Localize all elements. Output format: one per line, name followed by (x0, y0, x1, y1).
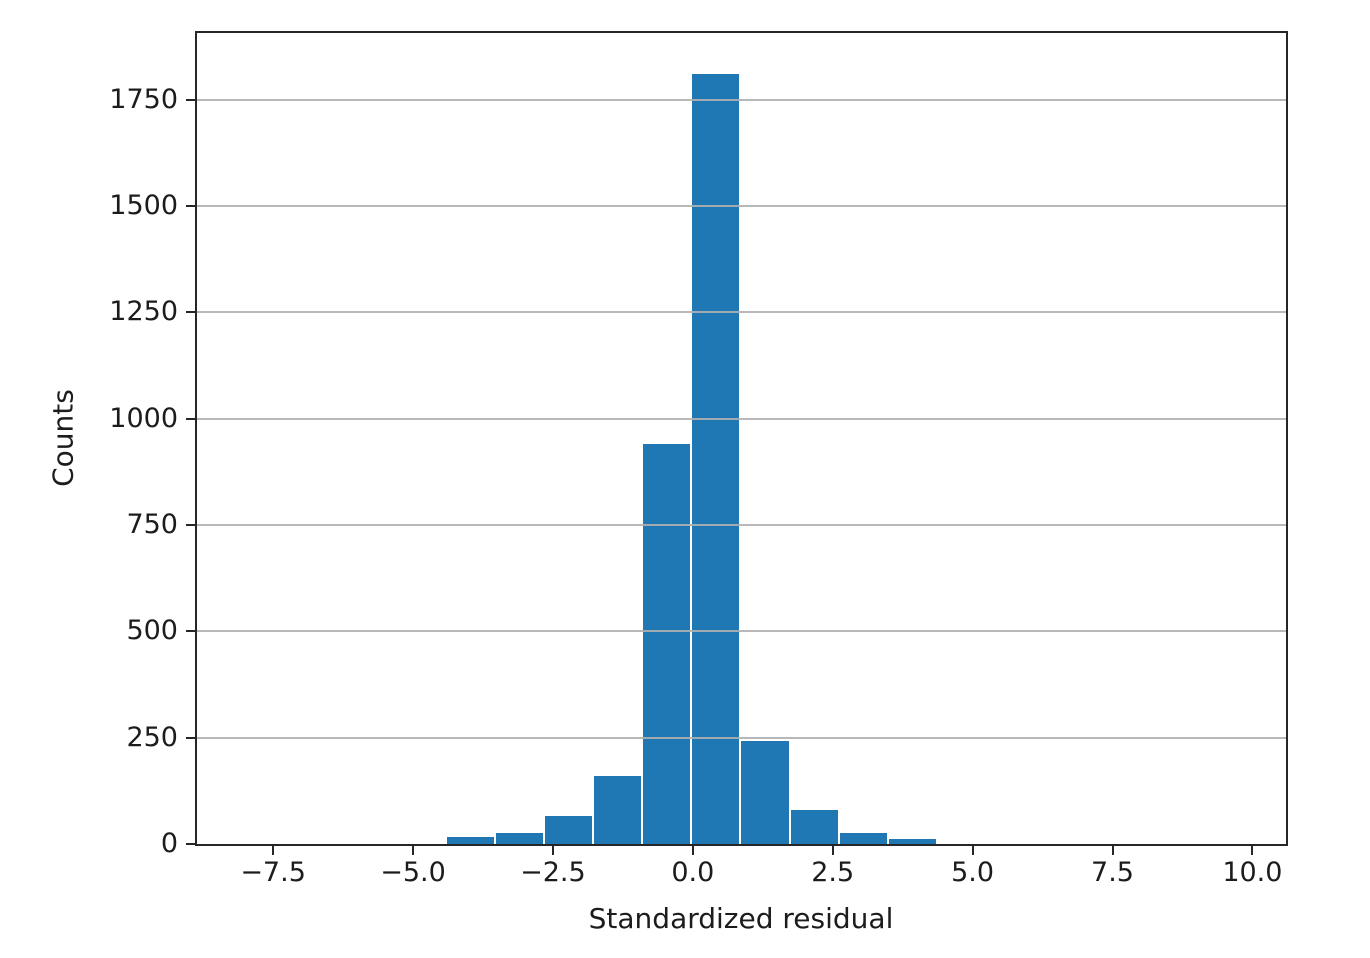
x-tick-−2.5 (551, 846, 554, 855)
gridline-y-1750 (197, 98, 1286, 101)
gridline-y-750 (197, 524, 1286, 526)
x-tick-7.5 (1111, 846, 1114, 855)
histogram-bar-4 (642, 444, 692, 844)
y-tick-1750 (186, 98, 195, 101)
y-tick-label-500: 500 (126, 615, 178, 647)
y-tick-750 (186, 524, 195, 526)
gridline-y-1000 (197, 417, 1286, 420)
y-axis-label: Counts (46, 389, 80, 487)
histogram-bar-6 (740, 741, 790, 844)
y-tick-1250 (186, 311, 195, 314)
x-tick-−5.0 (412, 846, 414, 855)
y-tick-500 (186, 630, 195, 633)
x-tick-label-5.0: 5.0 (951, 857, 995, 888)
y-tick-label-1000: 1000 (109, 402, 178, 434)
x-tick-label-−7.5: −7.5 (240, 857, 306, 888)
gridline-y-500 (197, 630, 1286, 633)
x-tick-2.5 (831, 846, 834, 855)
x-tick-label-10.0: 10.0 (1222, 857, 1283, 888)
y-tick-0 (186, 843, 195, 845)
histogram-bar-8 (838, 832, 889, 844)
x-tick-0.0 (691, 846, 694, 855)
x-tick-label-7.5: 7.5 (1091, 857, 1134, 888)
histogram-bar-3 (593, 776, 643, 844)
gridline-y-1250 (197, 311, 1286, 314)
y-tick-1500 (186, 205, 195, 208)
gridline-y-1500 (197, 205, 1286, 208)
x-tick-label-−5.0: −5.0 (380, 857, 446, 888)
x-tick-label-−2.5: −2.5 (520, 857, 586, 888)
x-tick-label-0.0: 0.0 (671, 857, 715, 888)
y-tick-label-1750: 1750 (109, 83, 178, 115)
y-tick-label-750: 750 (126, 509, 178, 540)
histogram-bar-2 (544, 816, 594, 844)
plot-inner (197, 33, 1286, 844)
histogram-bar-9 (888, 838, 938, 844)
histogram-bar-7 (789, 810, 839, 844)
y-tick-250 (186, 736, 195, 739)
plot-area (195, 31, 1288, 846)
x-axis-label: Standardized residual (588, 902, 894, 935)
y-tick-1000 (186, 417, 195, 420)
x-tick-label-2.5: 2.5 (811, 857, 855, 888)
y-tick-label-1250: 1250 (109, 296, 178, 328)
y-tick-label-1500: 1500 (109, 190, 178, 222)
histogram-bar-1 (494, 832, 544, 844)
x-tick-5.0 (971, 846, 974, 855)
y-tick-label-0: 0 (160, 828, 178, 859)
histogram-bar-5 (691, 74, 741, 844)
y-tick-label-250: 250 (126, 721, 178, 753)
histogram-bar-0 (445, 837, 495, 844)
x-tick-10.0 (1251, 846, 1254, 855)
x-tick-−7.5 (272, 846, 275, 855)
gridline-y-250 (197, 736, 1286, 739)
